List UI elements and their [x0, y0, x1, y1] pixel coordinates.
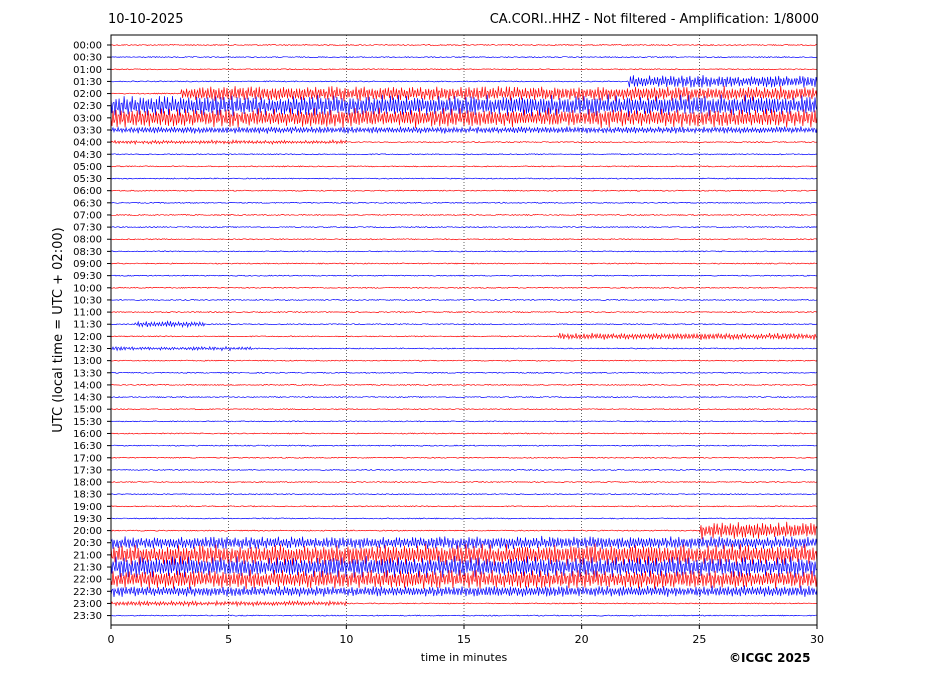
- y-tick-label: 19:00: [73, 502, 102, 513]
- x-axis-label: time in minutes: [421, 651, 508, 664]
- trace-1630: [110, 444, 818, 447]
- y-axis-label: UTC (local time = UTC + 02:00): [51, 227, 66, 432]
- y-tick-label: 23:00: [73, 599, 102, 610]
- x-tick-label: 30: [810, 633, 824, 646]
- y-tick-label: 05:30: [73, 174, 102, 185]
- y-tick-label: 05:00: [73, 162, 102, 173]
- y-tick-label: 20:30: [73, 538, 102, 549]
- x-tick-label: 15: [457, 633, 471, 646]
- x-tick-label: 20: [575, 633, 589, 646]
- trace-0430: [110, 153, 818, 156]
- y-tick-label: 06:00: [73, 186, 102, 197]
- trace-0330: [110, 125, 818, 135]
- y-tick-label: 14:00: [73, 380, 102, 391]
- y-tick-label: 23:30: [73, 611, 102, 622]
- y-tick-label: 18:30: [73, 490, 102, 501]
- trace-2330: [110, 614, 817, 617]
- y-tick-label: 06:30: [73, 198, 102, 209]
- chart-title: CA.CORI..HHZ - Not filtered - Amplificat…: [489, 12, 819, 27]
- y-tick-label: 09:30: [73, 271, 102, 282]
- y-tick-label: 10:30: [73, 295, 102, 306]
- trace-1530: [110, 420, 818, 423]
- y-tick-label: 21:00: [73, 550, 102, 561]
- y-tick-label: 00:00: [73, 41, 102, 52]
- x-tick-labels: 0 5 10 15 20 25 30: [108, 625, 824, 646]
- y-tick-label: 08:30: [73, 247, 102, 258]
- y-tick-label: 16:30: [73, 441, 102, 452]
- y-tick-label: 13:00: [73, 356, 102, 367]
- x-tick-label: 10: [339, 633, 353, 646]
- y-tick-label: 04:00: [73, 138, 102, 149]
- y-tick-label: 12:30: [73, 344, 102, 355]
- y-tick-label: 07:30: [73, 223, 102, 234]
- y-tick-label: 08:00: [73, 235, 102, 246]
- date-label: 10-10-2025: [108, 12, 184, 27]
- y-tick-label: 20:00: [73, 526, 102, 537]
- grid-lines: [228, 35, 700, 625]
- trace-1330: [110, 371, 818, 374]
- y-tick-label: 18:00: [73, 478, 102, 489]
- y-tick-label: 04:30: [73, 150, 102, 161]
- y-tick-label: 02:00: [73, 89, 102, 100]
- trace-0500: [110, 165, 818, 168]
- y-tick-label: 11:00: [73, 308, 102, 319]
- y-tick-label: 15:00: [73, 405, 102, 416]
- y-tick-label: 10:00: [73, 283, 102, 294]
- y-tick-label: 09:00: [73, 259, 102, 270]
- y-tick-label: 12:00: [73, 332, 102, 343]
- y-tick-label: 14:30: [73, 393, 102, 404]
- y-tick-label: 01:00: [73, 65, 102, 76]
- y-tick-label: 11:30: [73, 320, 102, 331]
- x-tick-label: 5: [225, 633, 232, 646]
- trace-0130: [110, 75, 818, 88]
- y-tick-label: 19:30: [73, 514, 102, 525]
- trace-1400: [110, 383, 818, 386]
- y-tick-label: 01:30: [73, 77, 102, 88]
- trace-2230: [110, 585, 818, 597]
- trace-1730: [110, 468, 818, 471]
- y-tick-label: 13:30: [73, 368, 102, 379]
- y-tick-label: 15:30: [73, 417, 102, 428]
- y-tick-label: 03:00: [73, 113, 102, 124]
- y-tick-labels: 00:0000:3001:0001:3002:0002:3003:0003:30…: [73, 41, 111, 622]
- y-tick-label: 07:00: [73, 210, 102, 221]
- x-tick-label: 25: [692, 633, 706, 646]
- y-tick-label: 03:30: [73, 125, 102, 136]
- plot-frame: [110, 34, 818, 626]
- trace-0300: [110, 107, 818, 129]
- trace-2300: [110, 599, 817, 608]
- y-tick-label: 17:30: [73, 465, 102, 476]
- trace-1430: [110, 396, 817, 399]
- trace-1230: [110, 345, 818, 352]
- y-tick-label: 02:30: [73, 101, 102, 112]
- trace-0530: [110, 177, 818, 180]
- trace-0600: [110, 189, 818, 192]
- copyright-label: ©ICGC 2025: [729, 651, 811, 665]
- x-tick-label: 0: [108, 633, 115, 646]
- trace-0030: [111, 56, 818, 59]
- trace-0100: [110, 68, 818, 71]
- y-tick-label: 21:30: [73, 563, 102, 574]
- y-tick-label: 00:30: [73, 53, 102, 64]
- y-tick-label: 17:00: [73, 453, 102, 464]
- trace-0700: [110, 214, 818, 216]
- y-tick-label: 16:00: [73, 429, 102, 440]
- y-tick-label: 22:00: [73, 575, 102, 586]
- y-tick-label: 22:30: [73, 587, 102, 598]
- trace-1600: [110, 432, 818, 435]
- trace-1300: [111, 359, 818, 362]
- trace-1500: [110, 408, 818, 411]
